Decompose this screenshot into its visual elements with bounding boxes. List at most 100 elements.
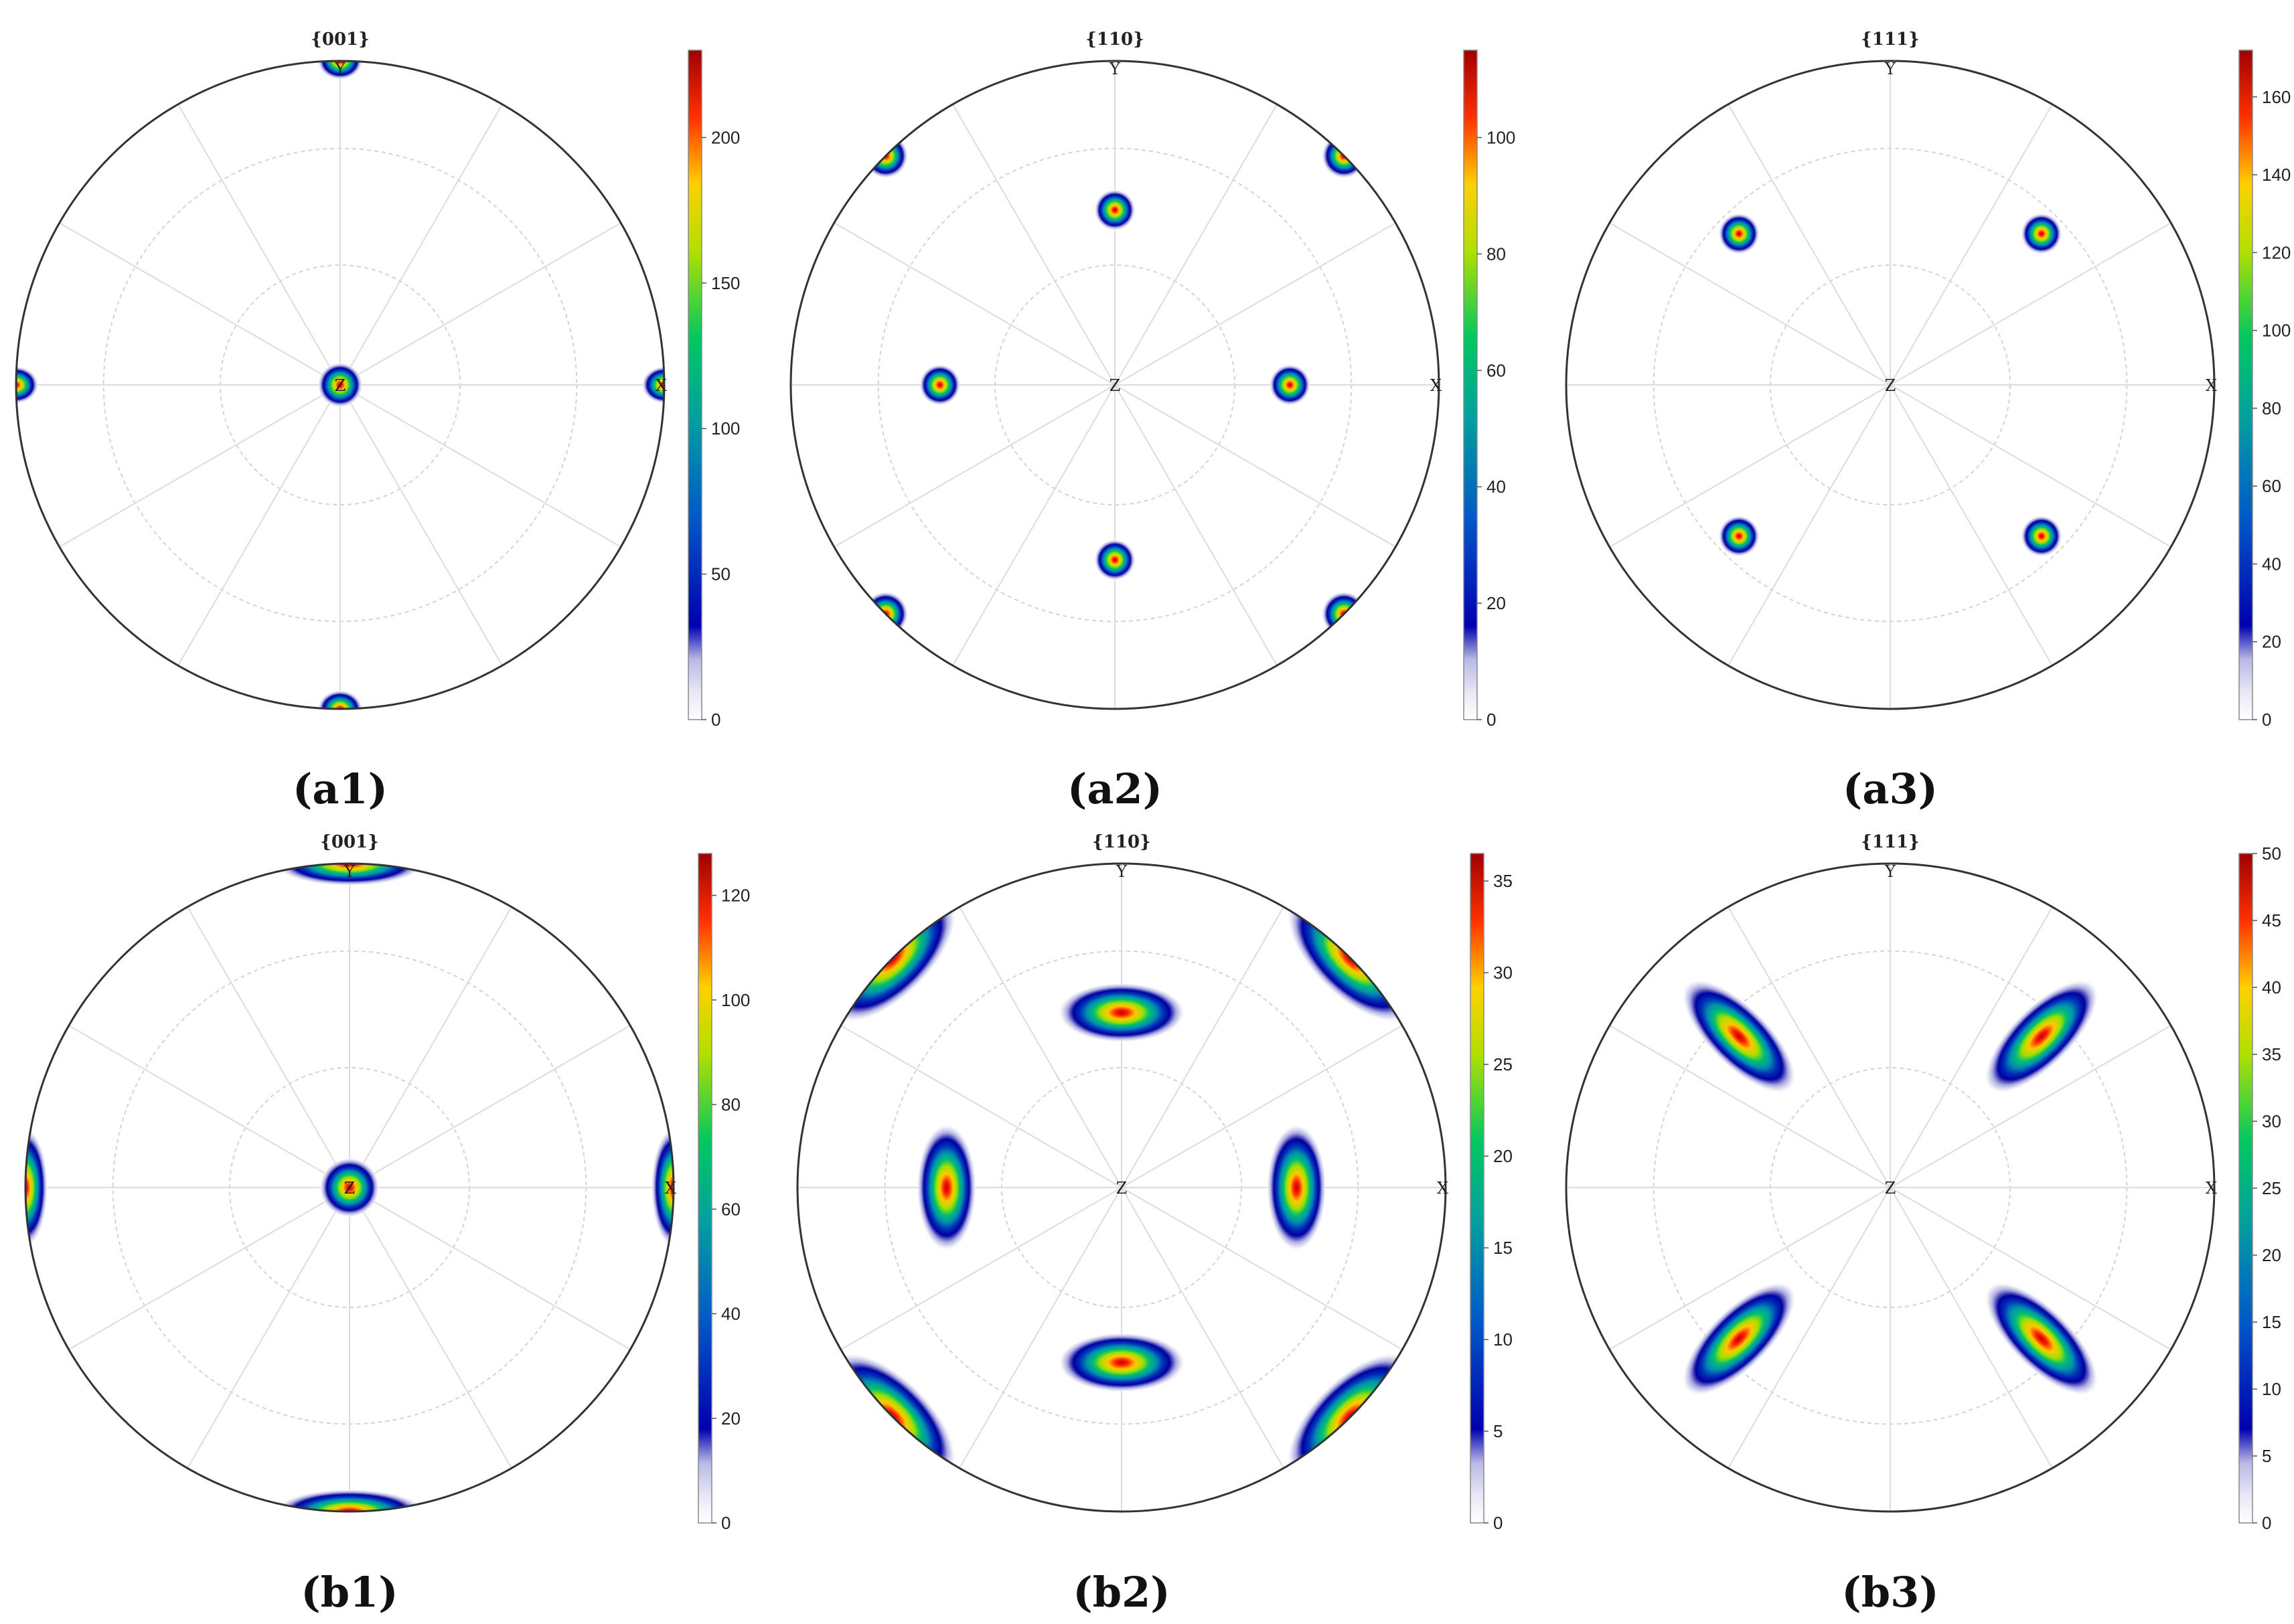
colorbar-tick-label: 40 — [2262, 554, 2281, 574]
grid-spoke — [840, 1025, 1122, 1188]
colorbar-tick-label: 5 — [1493, 1421, 1503, 1441]
colorbar-tick-label: 45 — [2262, 910, 2281, 930]
grid-spoke — [1609, 1187, 1891, 1350]
axis-label-z: Z — [344, 1179, 356, 1198]
intensity-pole — [917, 1124, 977, 1251]
grid-spoke — [1121, 1187, 1403, 1350]
grid-spoke — [1609, 1025, 1891, 1188]
grid-spoke — [1609, 384, 1891, 548]
intensity-pole — [16, 366, 39, 404]
pole-figure-grid-a1 — [16, 61, 664, 709]
intensity-pole — [1682, 979, 1796, 1093]
intensity-pole — [1058, 983, 1185, 1043]
pole-figure-title: {110} — [1085, 29, 1144, 50]
colorbar-gradient — [1463, 50, 1478, 720]
intensity-pole — [275, 1489, 425, 1512]
grid-spoke — [349, 906, 512, 1188]
axis-label-y: Y — [334, 60, 346, 78]
intensity-pole — [25, 1127, 48, 1248]
pole-figure-boundary — [1565, 60, 2216, 710]
grid-spoke — [1114, 222, 1396, 386]
intensity-pole — [2021, 213, 2062, 254]
pole-figure-boundary — [789, 60, 1440, 710]
colorbar-tick-label: 60 — [1486, 360, 1506, 380]
grid-spoke — [952, 104, 1116, 386]
intensity-pole — [1718, 213, 1760, 254]
pole-figure-grid-b1 — [25, 864, 674, 1512]
axis-label-x: X — [1430, 376, 1442, 395]
colorbar-tick-label: 15 — [2262, 1312, 2281, 1332]
grid-spoke — [834, 222, 1116, 386]
intensity-pole — [919, 364, 961, 406]
axis-label-x: X — [665, 1179, 676, 1198]
grid-spoke — [1890, 906, 2053, 1188]
pole-figure-grid-a3 — [1566, 61, 2214, 709]
grid-spoke — [339, 104, 503, 386]
colorbar-a2: 0 20 40 60 80 100 — [1463, 50, 1515, 730]
grid-spoke — [1890, 384, 2171, 548]
intensity-pole — [1682, 1282, 1796, 1396]
pole-figure-boundary — [796, 862, 1447, 1513]
intensity-pole — [1058, 1332, 1185, 1392]
colorbar-tick-label: 80 — [721, 1094, 741, 1115]
axis-label-x: X — [1437, 1179, 1448, 1198]
grid-spoke — [959, 1187, 1122, 1469]
colorbar-a1: 0 50 100 150 200 — [688, 50, 740, 730]
colorbar-tick-label: 160 — [2262, 87, 2291, 107]
colorbar-gradient — [698, 853, 712, 1524]
intensity-pole — [319, 1157, 380, 1218]
colorbar-tick-label: 15 — [1493, 1238, 1513, 1258]
intensity-pole — [641, 366, 664, 404]
grid-spoke — [349, 1187, 631, 1350]
colorbar-tick-label: 120 — [2262, 242, 2291, 262]
colorbar-tick-label: 0 — [1493, 1513, 1503, 1533]
grid-spoke — [1890, 1187, 2171, 1350]
axis-label-x: X — [2206, 376, 2217, 395]
grid-spoke — [187, 906, 350, 1188]
panel-caption: (a2) — [1067, 764, 1162, 813]
intensity-pole — [317, 362, 363, 408]
pole-figure-a1: Y X Z {001} 0 50 100 150 200 (a1) — [15, 29, 740, 813]
panel-caption: (a1) — [293, 764, 388, 813]
pole-figure-title: {110} — [1092, 832, 1151, 852]
grid-spoke — [349, 1025, 631, 1188]
colorbar-tick-label: 60 — [721, 1199, 741, 1219]
pole-figure-title: {111} — [1861, 832, 1920, 852]
colorbar-tick-label: 40 — [721, 1304, 741, 1324]
grid-spoke — [68, 1025, 350, 1188]
colorbar-tick-label: 150 — [711, 273, 740, 293]
pole-figure-b1: Y X Z {001} 0 20 40 60 80 100 120 (b1) — [24, 832, 750, 1617]
grid-spoke — [1890, 384, 2053, 666]
axis-label-x: X — [2206, 1179, 2217, 1198]
axis-label-y: Y — [1109, 60, 1121, 78]
colorbar-tick-label: 0 — [1486, 710, 1496, 730]
grid-spoke — [339, 222, 621, 386]
panel-caption: (b2) — [1073, 1568, 1170, 1617]
colorbar-tick-label: 20 — [2262, 632, 2281, 652]
grid-spoke — [1121, 906, 1284, 1188]
intensity-pole — [651, 1127, 674, 1248]
panel-caption: (b1) — [301, 1568, 398, 1617]
colorbar-tick-label: 80 — [2262, 398, 2281, 418]
grid-spoke — [1728, 1187, 1891, 1469]
grid-spoke — [177, 104, 341, 386]
colorbar-tick-label: 100 — [1486, 127, 1515, 147]
grid-spoke — [1609, 222, 1891, 386]
axis-label-z: Z — [335, 376, 346, 395]
grid-spoke — [1114, 104, 1278, 386]
grid-spoke — [59, 384, 341, 548]
grid-spoke — [840, 1187, 1122, 1350]
colorbar-tick-label: 0 — [2262, 710, 2271, 730]
colorbar-tick-label: 200 — [711, 127, 740, 147]
colorbar-tick-label: 10 — [2262, 1379, 2281, 1399]
colorbar-tick-label: 40 — [2262, 977, 2281, 997]
grid-spoke — [959, 906, 1122, 1188]
grid-spoke — [1728, 906, 1891, 1188]
axis-label-y: Y — [343, 862, 356, 881]
axis-label-x: X — [656, 376, 667, 395]
axis-label-z: Z — [1116, 1179, 1128, 1198]
colorbar-tick-label: 0 — [721, 1513, 731, 1533]
grid-spoke — [1121, 1187, 1284, 1469]
colorbar-b1: 0 20 40 60 80 100 120 — [698, 853, 750, 1533]
colorbar-tick-label: 40 — [1486, 477, 1506, 497]
